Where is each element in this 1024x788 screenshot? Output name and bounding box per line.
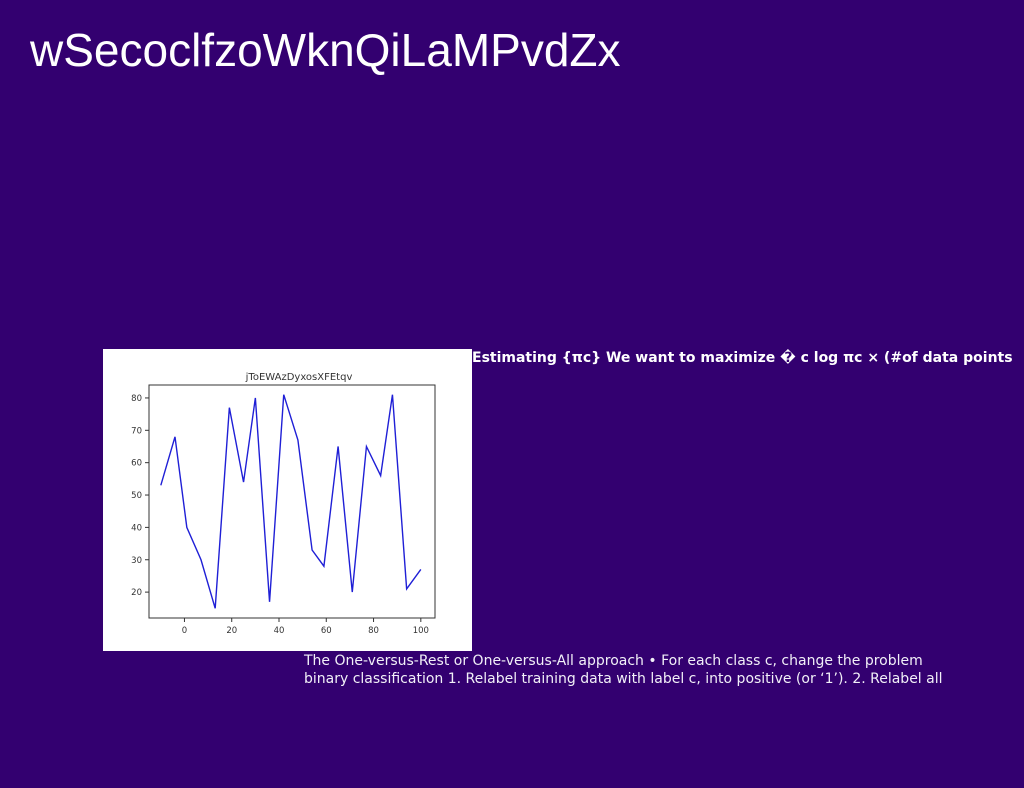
y-axis-tick-label: 70 <box>131 426 142 436</box>
page-title: wSecoclfzoWknQiLaMPvdZx <box>30 24 621 76</box>
chart-ticks: 0 20 40 60 80 100 20 30 40 50 60 70 80 <box>131 394 429 636</box>
line-chart: jToEWAzDyxosXFEtqv 0 20 40 60 80 100 20 30 40 50 6… <box>103 349 472 651</box>
section-heading: Estimating {πc} We want to maximize � c … <box>472 350 1013 366</box>
chart-series-layer <box>160 394 422 609</box>
x-axis-tick-label: 0 <box>182 626 187 636</box>
x-axis-tick-label: 20 <box>226 626 237 636</box>
chart-title: jToEWAzDyxosXFEtqv <box>245 372 353 383</box>
y-axis-tick-label: 30 <box>131 556 142 566</box>
x-axis-tick-label: 40 <box>274 626 285 636</box>
y-axis-tick-label: 20 <box>131 588 142 598</box>
y-axis-tick-label: 50 <box>131 491 142 501</box>
body-text: The One-versus-Rest or One-versus-All ap… <box>304 653 943 687</box>
x-axis-tick-label: 60 <box>321 626 332 636</box>
y-axis-tick-label: 40 <box>131 523 142 533</box>
series-line <box>160 394 422 609</box>
x-axis-tick-label: 80 <box>368 626 379 636</box>
y-axis-tick-label: 80 <box>131 394 142 404</box>
line-chart-card: jToEWAzDyxosXFEtqv 0 20 40 60 80 100 20 30 40 50 6… <box>103 349 472 651</box>
x-axis-tick-label: 100 <box>413 626 429 636</box>
plot-frame <box>148 384 436 619</box>
y-axis-tick-label: 60 <box>131 459 142 469</box>
chart-background <box>103 349 472 651</box>
